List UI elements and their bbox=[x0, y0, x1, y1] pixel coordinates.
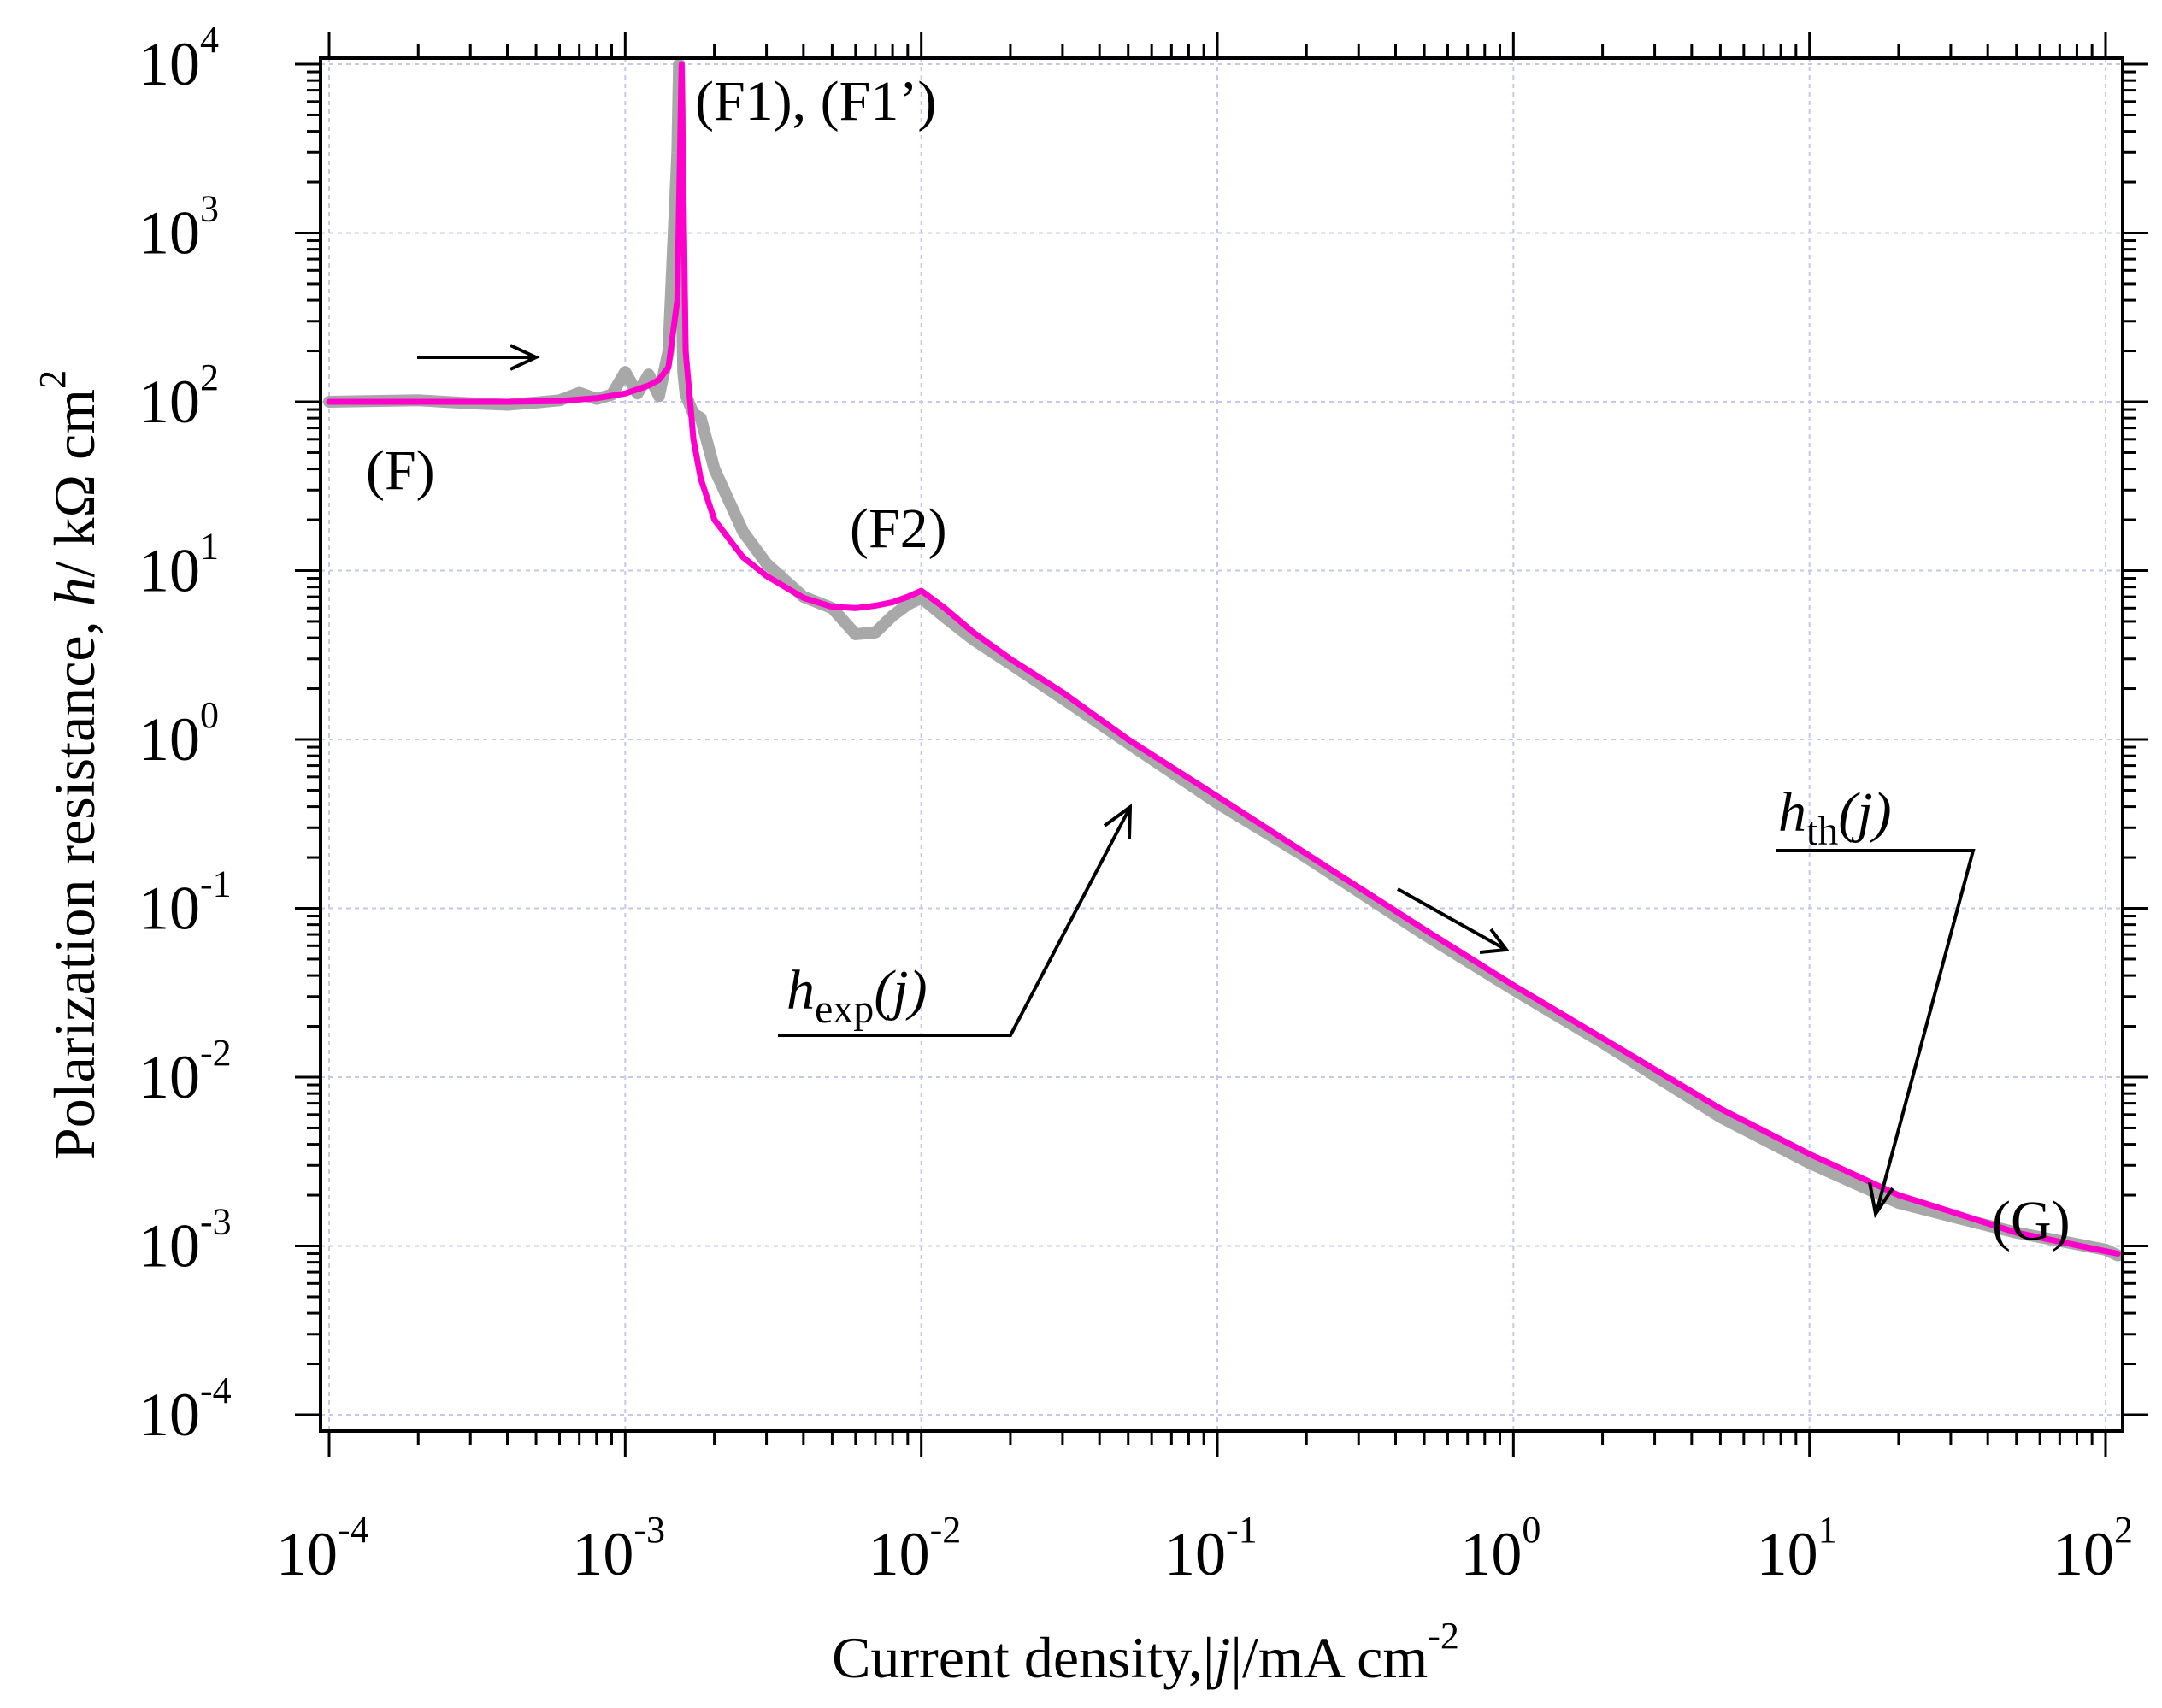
series-label-th-args: (j) bbox=[1838, 781, 1891, 844]
y-tick-label-2: 10-2 bbox=[138, 1032, 232, 1111]
arrow-down-right-middle bbox=[1397, 887, 1510, 954]
series-label-exp-sub: exp bbox=[815, 987, 874, 1032]
arrow-exp-leader bbox=[778, 803, 1133, 1037]
y-tick-label-7: 103 bbox=[138, 188, 219, 268]
y-tick-label-1: 10-3 bbox=[138, 1201, 232, 1281]
series-label-exp-args: (j) bbox=[874, 959, 927, 1022]
series-label-th: hth(j) bbox=[1778, 781, 1892, 854]
label-F2: (F2) bbox=[850, 498, 947, 560]
arrow-right-upper-left bbox=[417, 344, 540, 371]
y-tick-label-3: 10-1 bbox=[138, 863, 232, 943]
arrow-th-leader bbox=[1776, 849, 1976, 1219]
x-tick-label-2: 10-2 bbox=[869, 1509, 962, 1588]
label-F: (F) bbox=[366, 439, 435, 502]
label-F1: (F1), (F1’) bbox=[695, 70, 936, 133]
y-tick-label-4: 100 bbox=[138, 694, 219, 774]
grid-lines bbox=[321, 58, 2123, 1431]
axis-ticks bbox=[295, 32, 2148, 1457]
x-tick-label-3: 10-1 bbox=[1164, 1509, 1258, 1588]
y-tick-label-6: 102 bbox=[138, 356, 219, 436]
y-tick-label-5: 101 bbox=[138, 526, 219, 605]
plot-frame bbox=[319, 56, 2124, 1433]
series-label-exp: hexp(j) bbox=[786, 959, 928, 1032]
y-tick-label-8: 104 bbox=[138, 19, 219, 98]
x-tick-labels: 10-4 10-3 10-2 10-1 100 101 102 bbox=[276, 1509, 2133, 1588]
y-axis-title: Polarization resistance, h/ kΩ cm2 bbox=[32, 370, 107, 1160]
x-tick-label-0: 10-4 bbox=[276, 1509, 369, 1588]
x-tick-label-5: 101 bbox=[1757, 1509, 1837, 1588]
x-axis-title: Current density,|j|/mA cm-2 bbox=[832, 1615, 1459, 1690]
series-label-exp-symbol: h bbox=[786, 959, 815, 1022]
theoretical-curve bbox=[326, 61, 2121, 1257]
annotation-arrows bbox=[417, 344, 1976, 1219]
curves bbox=[323, 58, 2124, 1262]
x-tick-label-4: 100 bbox=[1460, 1509, 1540, 1588]
series-label-th-symbol: h bbox=[1778, 781, 1806, 844]
x-tick-label-1: 10-3 bbox=[572, 1509, 665, 1588]
y-tick-labels: 10-4 10-3 10-2 10-1 100 101 102 103 104 bbox=[138, 19, 232, 1449]
y-tick-label-0: 10-4 bbox=[138, 1369, 232, 1449]
label-G: (G) bbox=[1992, 1190, 2071, 1252]
series-label-th-sub: th bbox=[1806, 809, 1838, 854]
x-tick-label-6: 102 bbox=[2053, 1509, 2133, 1588]
